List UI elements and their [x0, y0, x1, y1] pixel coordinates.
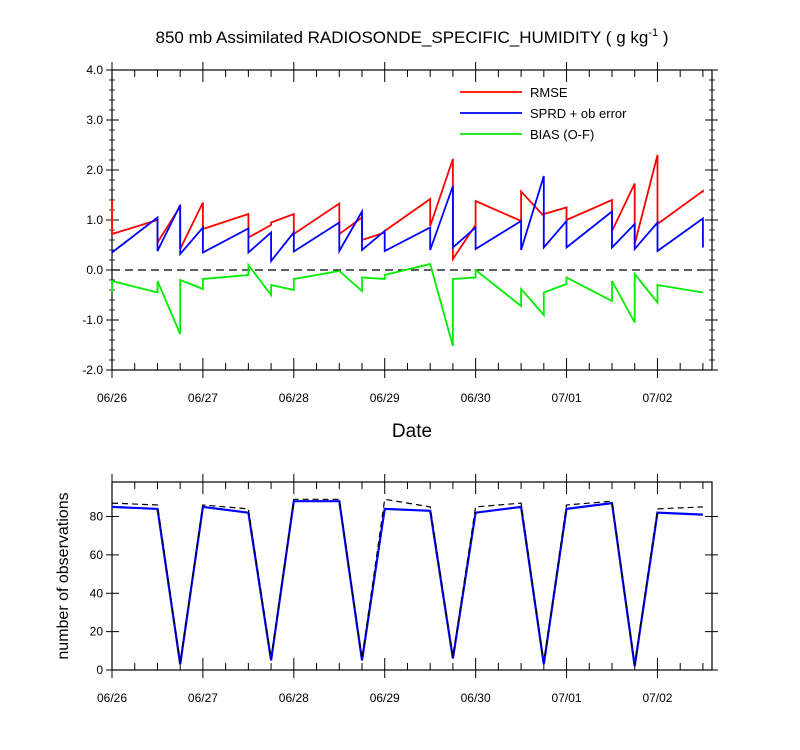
x-axis-title: Date: [392, 421, 432, 442]
legend-label: SPRD + ob error: [530, 106, 627, 121]
y-tick-label: 80: [90, 510, 104, 524]
x-tick-label: 06/27: [188, 391, 218, 405]
y-tick-label: 4.0: [86, 63, 103, 77]
x-tick-label: 07/01: [552, 391, 582, 405]
chart-title-superscript: -1: [648, 27, 658, 39]
legend-label: BIAS (O-F): [530, 127, 594, 142]
top-panel: -2.0 -1.0 0.0 1.0 2.0 3.0 4.0 06/26 06/27 06/28 06…: [82, 62, 718, 442]
bottom-plot-frame: [111, 481, 713, 671]
y-tick-label: -1.0: [82, 313, 103, 327]
top-series-group: [111, 154, 704, 347]
series-line-sprd-ob-error: [111, 175, 704, 264]
top-axis-ticks: -2.0 -1.0 0.0 1.0 2.0 3.0 4.0 06/26 06/27 06/28 06…: [82, 62, 718, 405]
y-tick-label: 60: [90, 548, 104, 562]
x-tick-label: 06/29: [370, 691, 400, 705]
legend: RMSE SPRD + ob error BIAS (O-F): [460, 85, 627, 142]
bottom-series-group: [111, 498, 703, 667]
y-tick-label: 3.0: [86, 113, 103, 127]
x-tick-label: 07/02: [642, 391, 672, 405]
y-tick-label: 0: [96, 663, 103, 677]
y-tick-label: 20: [90, 625, 104, 639]
chart-title-suffix: ): [658, 28, 668, 47]
x-tick-label: 06/26: [97, 691, 127, 705]
series-line-rmse: [111, 154, 704, 262]
series-line-obs-used: [111, 500, 703, 667]
series-line-obs-possible: [111, 498, 703, 665]
x-tick-label: 06/30: [461, 391, 491, 405]
y-tick-label: 40: [90, 586, 104, 600]
y-tick-label: 0.0: [86, 263, 103, 277]
x-tick-label: 06/26: [97, 391, 127, 405]
x-tick-label: 07/02: [642, 691, 672, 705]
x-tick-label: 06/30: [461, 691, 491, 705]
bottom-panel: 0 20 40 60 80 06/26 06/27 06/28 06/29 06/30 07/01 0…: [55, 474, 718, 705]
x-tick-label: 06/28: [279, 691, 309, 705]
y-tick-label: -2.0: [82, 363, 103, 377]
y-tick-label: 2.0: [86, 163, 103, 177]
x-tick-label: 06/29: [370, 391, 400, 405]
legend-label: RMSE: [530, 85, 568, 100]
x-tick-label: 06/27: [188, 691, 218, 705]
chart-title: 850 mb Assimilated RADIOSONDE_SPECIFIC_H…: [156, 27, 669, 47]
series-line-bias-o-f-: [111, 262, 704, 347]
bottom-axis-ticks: 0 20 40 60 80 06/26 06/27 06/28 06/29 06/30 07/01 0…: [90, 474, 718, 705]
x-tick-label: 07/01: [552, 691, 582, 705]
y-axis-title-bottom: number of observations: [55, 492, 72, 659]
x-tick-label: 06/28: [279, 391, 309, 405]
y-tick-label: 1.0: [86, 213, 103, 227]
chart-title-main: 850 mb Assimilated RADIOSONDE_SPECIFIC_H…: [156, 28, 649, 47]
